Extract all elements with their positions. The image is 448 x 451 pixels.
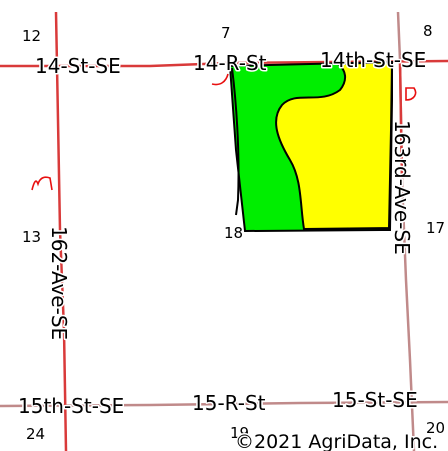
section-number-8: 8 [423,22,433,40]
section-number-17: 17 [426,219,445,237]
road-label-162-ave-se: 162-Ave-SE [47,226,71,340]
road-label-14-r-st: 14-R-St [193,51,267,75]
road-line-south [0,400,448,408]
field-inner-line [231,67,240,216]
road-label-15th-st-se: 15th-St-SE [18,394,124,418]
road-line-east-upper [398,59,404,181]
road-labels: 14-St-SE 14-R-St 14th-St-SE 162-Ave-SE 1… [17,47,428,420]
section-number-19: 19 [230,424,249,442]
road-label-15-st-se: 15-St-SE [332,388,418,412]
road-line-east [396,11,416,451]
section-number-12: 12 [22,27,41,45]
section-number-20: 20 [426,419,445,437]
section-number-24: 24 [26,425,45,443]
road-line-west [54,11,68,451]
road-label-14th-st-se: 14th-St-SE [320,48,426,72]
road-label-163rd-ave-se: 163rd-Ave-SE [390,120,414,255]
road-label-14-st-se: 14-St-SE [35,54,121,78]
section-numbers: 12 7 8 13 18 17 24 19 20 [22,22,445,443]
section-number-18: 18 [224,224,243,242]
field-yellow-zone [275,60,394,231]
annotation-mark-east [405,87,417,101]
annotation-mark-west [31,176,53,191]
field-annotations [31,73,417,191]
annotation-mark-north [211,73,229,86]
road-label-15-r-st: 15-R-St [192,391,266,415]
copyright-notice: ©2021 AgriData, Inc. [235,431,438,451]
field-boundary [228,60,394,233]
section-number-7: 7 [221,24,231,42]
section-number-13: 13 [22,228,41,246]
